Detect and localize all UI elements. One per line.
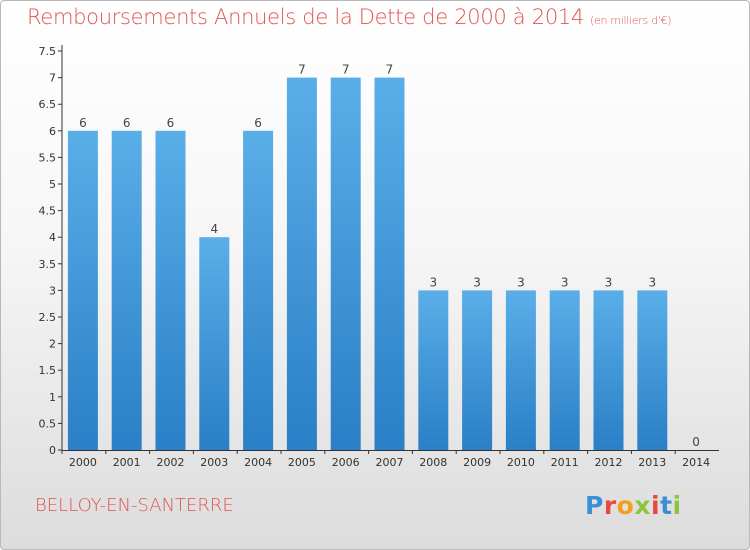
y-tick-label: 3	[49, 284, 56, 297]
y-tick-label: 7.5	[39, 45, 57, 58]
y-tick-label: 2.5	[39, 311, 57, 324]
bar	[593, 290, 624, 450]
bar-value-label: 6	[79, 116, 87, 130]
bar	[199, 237, 230, 450]
bar	[330, 77, 361, 450]
y-tick-label: 4.5	[39, 205, 57, 218]
bar-value-label: 3	[473, 275, 481, 289]
bar	[374, 77, 405, 450]
bar	[462, 290, 493, 450]
bar-value-label: 7	[298, 63, 306, 77]
y-tick-label: 6	[49, 125, 56, 138]
x-tick-label: 2006	[332, 456, 360, 469]
bar-value-label: 3	[517, 275, 525, 289]
chart-title: Remboursements Annuels de la Dette de 20…	[27, 5, 671, 29]
y-tick-label: 1	[49, 391, 56, 404]
bar	[505, 290, 536, 450]
x-tick-label: 2009	[463, 456, 491, 469]
bar	[418, 290, 449, 450]
bar-value-label: 4	[210, 222, 218, 236]
bar	[243, 130, 274, 451]
y-tick-label: 0.5	[39, 417, 57, 430]
y-tick-label: 7	[49, 72, 56, 85]
y-tick-label: 5	[49, 178, 56, 191]
bar-value-label: 3	[561, 275, 569, 289]
bar-value-label: 0	[692, 435, 700, 449]
x-tick-label: 2011	[551, 456, 579, 469]
y-tick-label: 2	[49, 338, 56, 351]
bar-value-label: 3	[429, 275, 437, 289]
bar-value-label: 7	[342, 63, 350, 77]
bar-value-label: 6	[123, 116, 131, 130]
bar	[286, 77, 317, 450]
y-tick-label: 5.5	[39, 151, 57, 164]
x-tick-label: 2001	[113, 456, 141, 469]
x-tick-label: 2008	[419, 456, 447, 469]
x-tick-label: 2010	[507, 456, 535, 469]
y-tick-label: 0	[49, 444, 56, 457]
y-tick-label: 3.5	[39, 258, 57, 271]
bar	[111, 130, 142, 451]
y-tick-label: 4	[49, 231, 56, 244]
x-tick-label: 2007	[376, 456, 404, 469]
commune-name: BELLOY-EN-SANTERRE	[35, 495, 234, 516]
bar	[637, 290, 668, 450]
x-tick-label: 2002	[157, 456, 185, 469]
bar-value-label: 3	[648, 275, 656, 289]
x-tick-label: 2004	[244, 456, 272, 469]
bar	[155, 130, 186, 451]
bar-value-label: 7	[386, 63, 394, 77]
x-tick-label: 2005	[288, 456, 316, 469]
chart-title-text: Remboursements Annuels de la Dette de 20…	[27, 5, 584, 29]
x-tick-label: 2000	[69, 456, 97, 469]
y-tick-label: 6.5	[39, 98, 57, 111]
x-tick-label: 2003	[200, 456, 228, 469]
proxiti-logo: Proxiti	[585, 491, 682, 520]
bar	[549, 290, 580, 450]
x-tick-label: 2014	[682, 456, 710, 469]
bar	[67, 130, 98, 451]
x-tick-label: 2013	[638, 456, 666, 469]
bar-value-label: 6	[254, 116, 262, 130]
chart-unit: (en milliers d'€)	[590, 14, 672, 27]
bar-value-label: 6	[167, 116, 175, 130]
bar-value-label: 3	[605, 275, 613, 289]
x-tick-label: 2012	[595, 456, 623, 469]
y-tick-label: 1.5	[39, 364, 57, 377]
